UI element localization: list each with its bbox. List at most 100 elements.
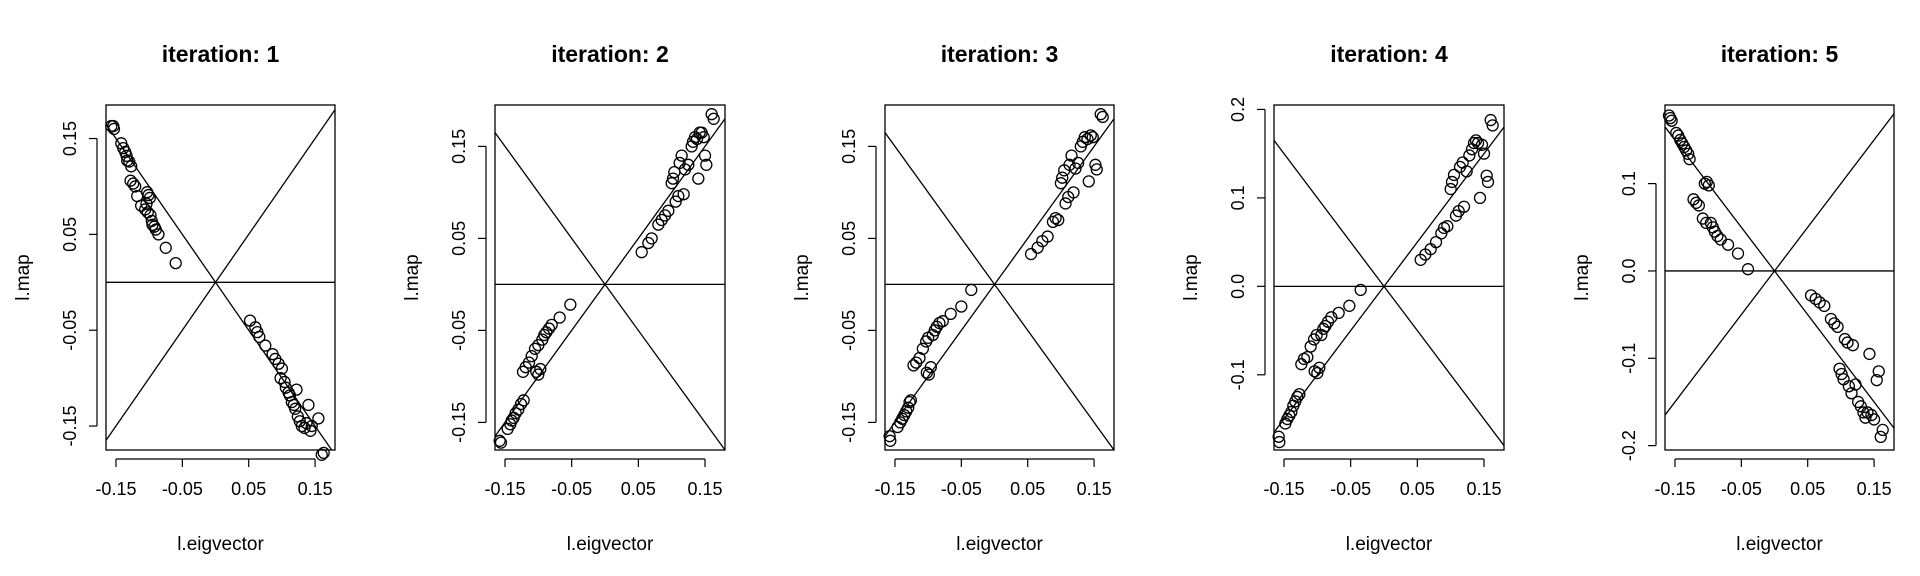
data-point: [528, 342, 542, 355]
data-point: [1463, 149, 1476, 162]
data-point: [1429, 235, 1443, 249]
data-point: [1304, 340, 1317, 353]
data-point: [127, 177, 140, 190]
diagonal-line-negative: [1273, 139, 1505, 446]
x-tick-label: -0.05: [162, 479, 203, 499]
x-tick-label: -0.15: [874, 479, 915, 499]
data-point: [1325, 311, 1338, 324]
data-point: [883, 430, 896, 443]
data-point: [505, 414, 518, 427]
data-point: [1460, 165, 1473, 178]
data-point: [1690, 196, 1703, 209]
data-point: [1046, 215, 1060, 228]
data-point: [1833, 362, 1846, 375]
x-tick-label: -0.15: [484, 479, 525, 499]
data-point: [1859, 411, 1872, 424]
data-point: [1835, 367, 1848, 381]
data-point: [517, 394, 530, 407]
scatter-panel-1: iteration: 1 -0.15 -0.05 0.05 0.15 -0.15 -0.05…: [13, 41, 336, 555]
data-point: [1072, 156, 1085, 170]
data-point: [159, 241, 172, 254]
data-point: [1486, 119, 1499, 132]
x-tick-label: -0.15: [1263, 479, 1304, 499]
data-point: [1285, 405, 1298, 419]
data-point: [1313, 361, 1326, 374]
data-points: [1662, 109, 1889, 444]
y-tick-label: 0.1: [1228, 185, 1248, 210]
y-tick-label: 0.15: [839, 129, 859, 164]
data-points: [105, 119, 330, 461]
data-point: [512, 403, 525, 416]
data-point: [1854, 400, 1867, 413]
x-tick-label: -0.05: [1330, 479, 1371, 499]
data-point: [1273, 435, 1286, 449]
y-axis-label: l.map: [1181, 254, 1202, 300]
data-point: [1024, 247, 1038, 261]
data-point: [672, 189, 685, 203]
x-tick-label: -0.05: [551, 479, 592, 499]
data-point: [1475, 138, 1489, 151]
data-point: [290, 383, 303, 396]
diagonal-line-negative: [1664, 126, 1895, 429]
y-tick-label: -0.2: [1619, 430, 1639, 461]
x-axis-label: l.eigvector: [1346, 534, 1433, 555]
x-axis: -0.15 -0.05 0.05 0.15: [874, 458, 1112, 499]
data-point: [1872, 365, 1885, 378]
data-point: [530, 365, 543, 378]
data-point: [1682, 147, 1695, 161]
y-tick-label: 0.05: [449, 221, 469, 256]
panels: iteration: 1 -0.15 -0.05 0.05 0.15 -0.15 -0.05…: [13, 41, 1895, 555]
data-point: [1310, 328, 1323, 342]
data-point: [1665, 114, 1678, 127]
y-axis: -0.1 0.0 0.1 0.2: [1228, 97, 1266, 390]
data-point: [916, 342, 929, 355]
data-point: [315, 448, 328, 461]
y-tick-label: 0.05: [60, 217, 80, 252]
panel-title: iteration: 4: [1330, 41, 1448, 67]
data-point: [1067, 186, 1080, 199]
data-point: [1849, 378, 1862, 391]
diagonal-line-positive: [105, 109, 336, 441]
y-axis-label: l.map: [1572, 254, 1593, 300]
data-point: [1857, 406, 1870, 419]
data-point: [1343, 299, 1356, 312]
data-point: [564, 298, 577, 311]
data-point: [700, 158, 713, 171]
data-point: [514, 397, 528, 411]
data-point: [924, 361, 937, 374]
data-point: [922, 368, 935, 381]
diagonal-line-negative: [884, 132, 1115, 451]
data-point: [1874, 430, 1887, 444]
data-point: [955, 300, 968, 313]
data-point: [677, 188, 690, 201]
data-point: [682, 158, 695, 171]
data-point: [1867, 413, 1881, 426]
data-point: [1059, 197, 1072, 210]
panel-title: iteration: 1: [162, 41, 280, 67]
x-tick-label: 0.15: [1077, 479, 1112, 499]
x-axis-label: l.eigvector: [1736, 534, 1823, 555]
data-point: [542, 322, 556, 335]
data-point: [1052, 213, 1065, 227]
x-tick-label: -0.15: [1654, 479, 1695, 499]
y-tick-label: 0.0: [1228, 274, 1248, 299]
data-point: [143, 191, 156, 205]
data-point: [493, 434, 506, 447]
x-tick-label: 0.05: [1010, 479, 1045, 499]
data-point: [1069, 162, 1082, 175]
data-point: [1828, 317, 1841, 330]
data-point: [1354, 283, 1367, 297]
diagonal-line-positive: [884, 118, 1115, 437]
data-point: [1293, 388, 1306, 401]
plot-frame: [494, 104, 726, 451]
data-point: [1481, 175, 1495, 189]
data-point: [1484, 113, 1497, 127]
data-points: [1272, 113, 1499, 449]
y-tick-label: -0.1: [1228, 359, 1248, 390]
diagonal-line-negative: [494, 132, 726, 451]
data-point: [1311, 366, 1324, 380]
x-tick-label: -0.15: [95, 479, 136, 499]
data-point: [1054, 177, 1068, 190]
x-axis-label: l.eigvector: [567, 534, 654, 555]
data-point: [253, 330, 266, 344]
